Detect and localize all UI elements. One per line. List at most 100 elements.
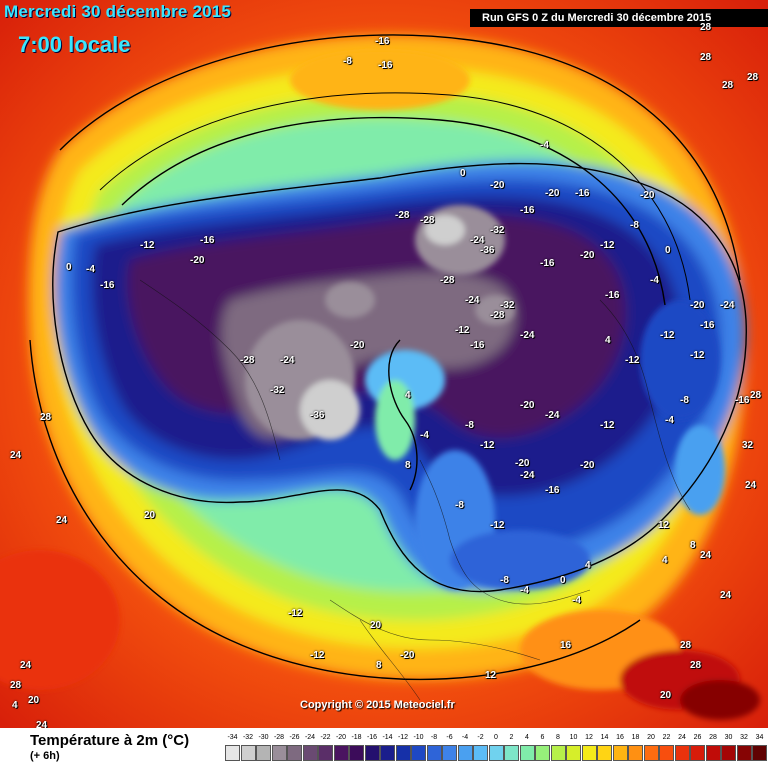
legend-color-cell [628,745,643,761]
legend-tick-label: -6 [446,734,453,741]
legend-swatch: 16 [612,734,629,762]
legend-color-cell [674,745,690,761]
legend-color-cell [287,745,302,761]
legend-swatch: -16 [364,734,381,762]
legend-color-cell [705,745,721,761]
legend-tick-label: -14 [382,734,393,741]
time-title: 7:00 locale [18,32,131,57]
legend-tick-label: 22 [662,734,671,741]
legend-swatch: -28 [271,734,288,762]
legend-tick-label: 6 [540,734,545,741]
coastlines [139,279,691,701]
legend-color-cell [240,745,256,761]
legend-swatch: -8 [426,734,443,762]
legend-tick-label: -2 [477,734,484,741]
legend-swatch: 6 [535,734,551,762]
legend-color-cell [457,745,473,761]
cold-spots [0,50,760,720]
legend-color-cell [488,745,504,761]
legend-swatch: -26 [287,734,303,762]
legend-color-cell [643,745,659,761]
legend-tick-label: -16 [366,734,378,741]
legend-swatch: -24 [302,734,319,762]
legend-color-cell [380,745,395,761]
legend-swatch: -34 [225,734,241,762]
legend-color-cell [659,745,674,761]
run-info-banner: Run GFS 0 Z du Mercredi 30 décembre 2015 [470,9,768,27]
legend-swatch: 20 [643,734,660,762]
legend-color-cell [504,745,519,761]
legend-swatch: -4 [457,734,474,762]
legend-swatch: -22 [318,734,334,762]
legend-tick-label: -32 [242,734,254,741]
legend-tick-label: -10 [413,734,424,741]
copyright-text: Copyright © 2015 Meteociel.fr [300,699,455,711]
legend-swatch: -32 [240,734,257,762]
legend-color-cell [550,745,566,761]
contour-lines [29,34,747,681]
legend-tick-label: -34 [227,734,238,741]
legend-swatch: -14 [380,734,396,762]
legend-swatch: 2 [504,734,520,762]
legend-tick-label: 32 [740,734,748,741]
legend-tick-label: 34 [755,734,764,741]
temperature-map: Mercredi 30 décembre 2015 7:00 locale Ru… [0,0,768,728]
legend-color-cell [473,745,488,761]
legend-color-cell [225,745,240,761]
legend-tick-label: 12 [585,734,593,741]
legend-tick-label: -20 [335,734,347,741]
legend-color-cell [752,745,767,761]
legend-swatch: -30 [256,734,272,762]
legend-color-cell [690,745,705,761]
legend-swatch: 30 [721,734,737,762]
legend-swatch: 28 [705,734,722,762]
legend-color-cell [271,745,287,761]
legend-tick-label: 16 [616,734,624,741]
legend-color-cell [597,745,612,761]
legend-swatch: -10 [411,734,427,762]
legend-tick-label: 24 [678,734,686,741]
legend-swatch: 26 [690,734,706,762]
legend-tick-label: 0 [494,734,498,741]
legend-tick-label: 10 [569,734,578,741]
legend-title: Température à 2m (°C) [30,732,190,749]
legend-tick-label: 8 [556,734,560,741]
legend-tick-label: 26 [693,734,702,741]
legend-swatch: 34 [752,734,768,762]
legend-color-cell [736,745,752,761]
legend-swatch: 24 [674,734,691,762]
legend-color-cell [519,745,535,761]
legend-tick-label: -4 [461,734,469,741]
legend-tick-label: -30 [258,734,269,741]
legend-color-cell [318,745,333,761]
legend-color-cell [442,745,457,761]
date-title: Mercredi 30 décembre 2015 [4,2,232,21]
legend-swatch: 8 [550,734,567,762]
legend-tick-label: 4 [525,734,529,741]
legend-swatch: 0 [488,734,505,762]
legend-subtitle: (+ 6h) [30,750,60,762]
legend-tick-label: -26 [289,734,300,741]
legend-swatch: 18 [628,734,644,762]
legend-tick-label: 2 [509,734,514,741]
legend-color-cell [256,745,271,761]
legend: Température à 2m (°C) (+ 6h) -34 -32 -30 -2… [0,728,768,768]
legend-swatch: 14 [597,734,613,762]
legend-tick-label: -24 [304,734,316,741]
legend-swatch: 4 [519,734,536,762]
legend-tick-label: 28 [709,734,717,741]
legend-tick-label: -8 [430,734,438,741]
map-canvas [0,0,768,728]
legend-tick-label: -18 [351,734,362,741]
legend-tick-label: -22 [320,734,331,741]
legend-color-cell [535,745,550,761]
legend-color-cell [566,745,581,761]
legend-tick-label: 20 [647,734,655,741]
legend-tick-label: 30 [724,734,733,741]
legend-color-cell [302,745,318,761]
legend-color-cell [349,745,364,761]
legend-swatch: 22 [659,734,675,762]
legend-color-cell [612,745,628,761]
legend-color-cell [721,745,736,761]
legend-swatch: -18 [349,734,365,762]
